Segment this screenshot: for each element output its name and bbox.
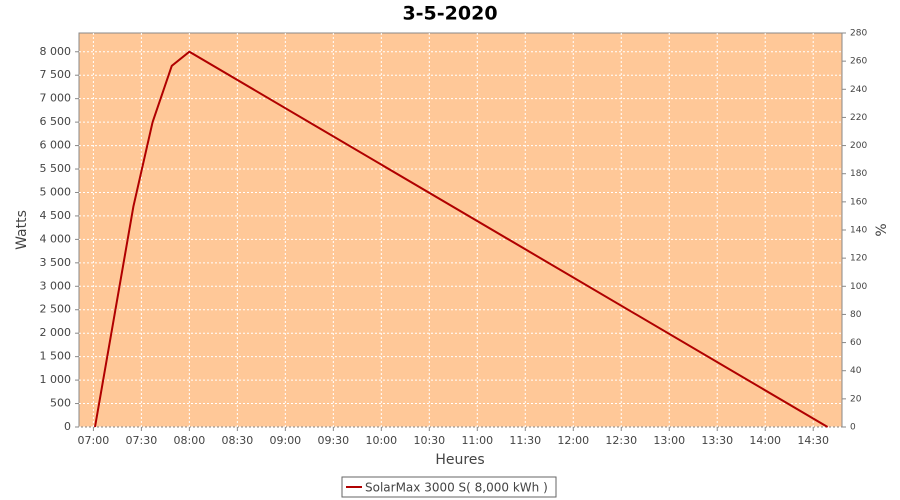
x-tick-label: 12:00 xyxy=(557,434,589,447)
y2-tick-label: 240 xyxy=(850,85,867,95)
y-tick-label: 5 000 xyxy=(40,185,72,198)
x-tick-label: 10:30 xyxy=(413,434,445,447)
y2-tick-label: 160 xyxy=(850,197,867,207)
y-tick-label: 1 500 xyxy=(40,350,72,363)
x-tick-label: 14:00 xyxy=(749,434,781,447)
x-tick-label: 07:00 xyxy=(78,434,110,447)
y2-tick-label: 40 xyxy=(850,366,862,376)
y-tick-label: 1 000 xyxy=(40,373,72,386)
series-line xyxy=(94,50,829,428)
x-tick-label: 13:30 xyxy=(701,434,733,447)
y2-tick-label: 140 xyxy=(850,226,867,236)
y2-tick-label: 100 xyxy=(850,282,867,292)
y2-axis-title: % xyxy=(874,223,890,236)
y-tick-label: 0 xyxy=(64,420,71,433)
x-tick-label: 08:00 xyxy=(174,434,206,447)
y2-tick-label: 180 xyxy=(850,169,867,179)
legend-label: SolarMax 3000 S( 8,000 kWh ) xyxy=(365,481,548,495)
y-tick-label: 3 000 xyxy=(40,279,72,292)
x-axis-title: Heures xyxy=(435,452,484,468)
legend-box xyxy=(341,476,557,498)
y-axis-title: Watts xyxy=(14,210,30,250)
y-tick-label: 6 500 xyxy=(40,115,72,128)
x-tick-label: 09:30 xyxy=(317,434,349,447)
y2-tick-label: 20 xyxy=(850,394,862,404)
x-tick-label: 11:00 xyxy=(461,434,493,447)
x-tick-label: 10:00 xyxy=(365,434,397,447)
y2-tick-label: 60 xyxy=(850,338,862,348)
x-tick-label: 09:00 xyxy=(269,434,301,447)
y-tick-label: 2 000 xyxy=(40,326,72,339)
chart-title: 3-5-2020 xyxy=(402,3,497,25)
y-tick-label: 5 500 xyxy=(40,162,72,175)
y2-tick-label: 200 xyxy=(850,141,867,151)
y2-tick-label: 80 xyxy=(850,310,862,320)
y-tick-label: 2 500 xyxy=(40,303,72,316)
y-tick-label: 3 500 xyxy=(40,256,72,269)
y-tick-label: 500 xyxy=(50,397,71,410)
y-tick-label: 7 000 xyxy=(40,92,72,105)
y-tick-label: 6 000 xyxy=(40,139,72,152)
y-tick-label: 4 000 xyxy=(40,232,72,245)
y-tick-label: 4 500 xyxy=(40,209,72,222)
y2-tick-label: 280 xyxy=(850,29,867,39)
y2-tick-label: 220 xyxy=(850,113,867,123)
y2-tick-label: 260 xyxy=(850,57,867,67)
y2-tick-label: 0 xyxy=(850,423,856,433)
x-tick-label: 08:30 xyxy=(222,434,254,447)
y-tick-label: 7 500 xyxy=(40,68,72,81)
x-tick-label: 14:30 xyxy=(797,434,829,447)
x-tick-label: 12:30 xyxy=(605,434,637,447)
x-tick-label: 13:00 xyxy=(653,434,685,447)
y-tick-label: 8 000 xyxy=(40,45,72,58)
x-tick-label: 07:30 xyxy=(126,434,158,447)
y2-tick-label: 120 xyxy=(850,254,867,264)
x-tick-label: 11:30 xyxy=(509,434,541,447)
